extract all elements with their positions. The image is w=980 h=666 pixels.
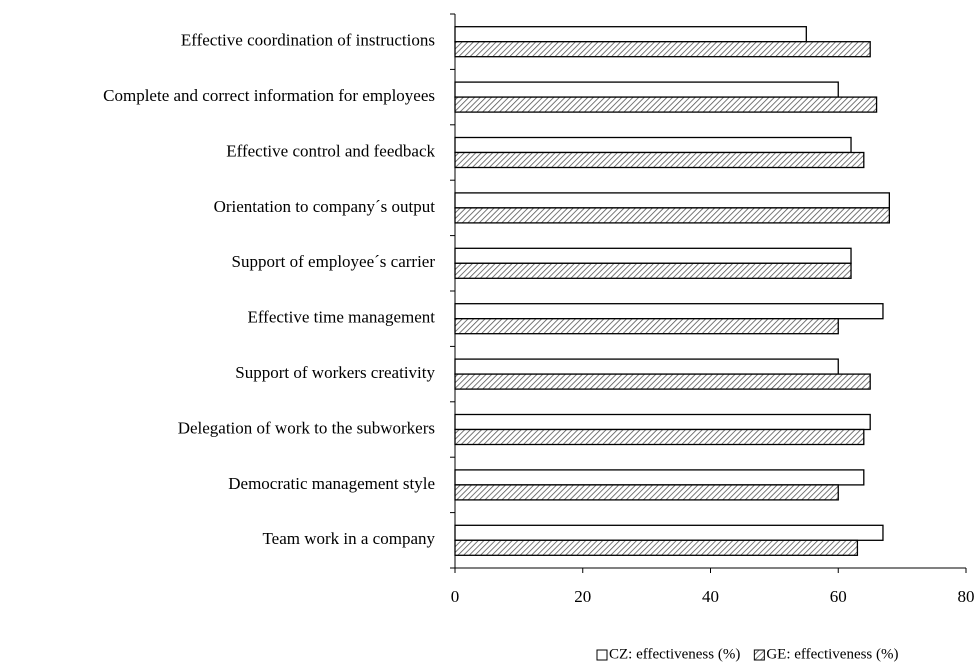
- bar: [454, 484, 839, 501]
- y-tick-label: Team work in a company: [262, 529, 435, 548]
- bar: [454, 41, 871, 58]
- bar: [454, 26, 807, 43]
- bar: [454, 262, 852, 279]
- bar: [454, 151, 865, 169]
- legend-label: CZ: effectiveness (%): [609, 646, 740, 662]
- bar: [454, 192, 891, 209]
- x-tick-label: 80: [958, 587, 975, 606]
- y-tick-label: Delegation of work to the subworkers: [178, 418, 435, 437]
- legend-label: GE: effectiveness (%): [766, 646, 898, 662]
- legend-swatch: [596, 649, 608, 661]
- bar: [454, 207, 891, 224]
- legend-swatch: [753, 649, 765, 661]
- bar: [454, 373, 871, 390]
- y-tick-label: Effective coordination of instructions: [181, 31, 435, 50]
- bar: [454, 318, 839, 335]
- bar: [454, 428, 865, 446]
- y-tick-label: Support of workers creativity: [235, 363, 435, 382]
- bar: [454, 539, 859, 556]
- bar: [454, 136, 852, 154]
- bar: [454, 303, 884, 320]
- y-tick-label: Orientation to company´s output: [214, 197, 436, 216]
- y-tick-label: Democratic management style: [228, 474, 435, 493]
- x-tick-label: 20: [574, 587, 591, 606]
- x-tick-label: 40: [702, 587, 719, 606]
- bar: [454, 96, 878, 113]
- x-tick-label: 0: [451, 587, 460, 606]
- y-tick-label: Effective control and feedback: [226, 141, 435, 160]
- bar: [454, 358, 839, 375]
- bar: [454, 469, 865, 486]
- bar: [454, 524, 884, 541]
- y-tick-label: Complete and correct information for emp…: [103, 86, 435, 105]
- x-tick-label: 60: [830, 587, 847, 606]
- bar: [454, 247, 852, 264]
- y-tick-label: Effective time management: [247, 308, 435, 327]
- bar: [454, 81, 839, 98]
- y-tick-label: Support of employee´s carrier: [232, 252, 436, 271]
- legend: CZ: effectiveness (%) GE: effectiveness (…: [596, 646, 899, 662]
- bar: [454, 413, 871, 431]
